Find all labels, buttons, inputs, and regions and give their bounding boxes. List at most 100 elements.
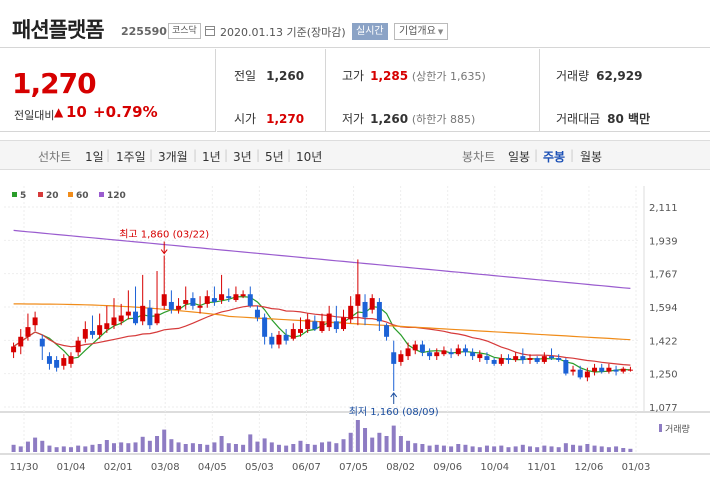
volume-bar: [83, 446, 88, 452]
stat-amount-label: 거래대금: [556, 112, 601, 126]
candle-body: [462, 348, 468, 353]
volume-bar: [334, 443, 339, 452]
realtime-button[interactable]: 실시간: [352, 23, 388, 40]
candle-body: [161, 294, 167, 306]
volume-bar: [233, 444, 238, 452]
legend-label: 5: [20, 191, 26, 201]
candle-body: [82, 329, 88, 339]
x-tick-label: 07/05: [339, 462, 368, 473]
candle-body: [613, 369, 619, 372]
volume-bar: [90, 444, 95, 452]
volume-bar: [312, 444, 317, 452]
candle-body: [97, 325, 103, 335]
period-separator: |: [256, 148, 261, 162]
volume-bar: [183, 444, 188, 452]
up-triangle-icon: ▲: [54, 105, 64, 119]
volume-bar: [499, 445, 504, 452]
candle-body: [197, 305, 203, 308]
company-overview-button[interactable]: 기업개요 ▼: [394, 23, 449, 40]
chart-annotations: 최고 1,860 (03/22) 최저 1,160 (08/09): [119, 229, 439, 418]
candle-body: [470, 352, 476, 357]
volume-bar: [542, 445, 547, 452]
volume-bar: [226, 443, 231, 452]
y-tick-label: 1,594: [649, 303, 678, 314]
candle-body: [355, 294, 361, 306]
y-tick-label: 1,939: [649, 236, 678, 247]
x-tick-label: 11/30: [10, 462, 39, 473]
candle-body: [620, 368, 626, 372]
stock-header: 패션플랫폼 225590 코스닥 2020.01.13 기준(장마감) 실시간 …: [0, 0, 710, 48]
min-price-arrow: [390, 392, 398, 404]
volume-bar: [549, 446, 554, 452]
candle-body: [276, 334, 282, 345]
volume-legend-label: 거래량: [665, 423, 690, 435]
candle-body: [326, 313, 332, 328]
volume-bar: [33, 437, 38, 452]
volume-bar: [391, 425, 396, 452]
volume-bar: [370, 437, 375, 452]
volume-bar: [248, 434, 253, 452]
candle-body: [549, 356, 555, 359]
volume-bar: [571, 444, 576, 452]
diff-value: 10: [66, 103, 87, 121]
period-1d[interactable]: 1일: [85, 150, 104, 164]
volume-bar: [162, 429, 167, 452]
period-3m[interactable]: 3개월: [158, 150, 188, 164]
volume-bar: [205, 444, 210, 452]
candle-body: [427, 352, 433, 357]
chart-axes: 2,111 1,939 1,767 1,594 1,422 1,250 1,077 11/30…: [10, 203, 678, 473]
volume-bar: [54, 447, 59, 452]
candle-body: [269, 336, 275, 345]
candle-body: [226, 296, 232, 299]
stats-divider: [539, 49, 540, 131]
x-tick-label: 03/08: [151, 462, 180, 473]
line-chart-label: 선차트: [38, 150, 72, 164]
stat-lower-limit: (하한가 885): [411, 113, 476, 126]
period-1y[interactable]: 1년: [202, 150, 221, 164]
candle-body: [520, 356, 526, 360]
candle-body: [204, 296, 210, 304]
volume-bar: [420, 444, 425, 452]
volume-bar: [535, 447, 540, 452]
candle-body: [498, 358, 504, 364]
volume-bar: [11, 444, 16, 452]
candle-daily[interactable]: 일봉: [508, 150, 531, 164]
volume-bar: [384, 436, 389, 452]
candle-body: [11, 346, 17, 353]
volume-bar: [513, 446, 518, 452]
candle-body: [362, 301, 368, 318]
candle-body: [125, 311, 131, 316]
stat-high: 고가 1,285 (상한가 1,635): [342, 67, 486, 84]
stat-amount: 거래대금 80 백만: [556, 110, 650, 127]
volume-bar: [614, 446, 619, 452]
candle-body: [577, 369, 583, 378]
x-tick-label: 09/06: [433, 462, 462, 473]
volume-bar: [449, 446, 454, 452]
y-tick-label: 1,767: [649, 270, 678, 281]
moving-average-lines: [13, 229, 631, 373]
max-price-arrow: [160, 241, 168, 255]
candle-body: [89, 330, 95, 335]
period-3y[interactable]: 3년: [233, 150, 252, 164]
volume-bar: [556, 447, 561, 452]
candle-body: [319, 321, 325, 331]
candle-body: [405, 348, 411, 357]
diff-percent: +0.79%: [93, 103, 158, 121]
volume-bar: [147, 440, 152, 452]
volume-bar: [276, 444, 281, 452]
candle-body: [104, 323, 110, 330]
volume-bar: [377, 432, 382, 452]
period-5y[interactable]: 5년: [265, 150, 284, 164]
candle-body: [312, 321, 318, 330]
candle-body: [484, 356, 490, 360]
legend-swatch: [38, 192, 43, 197]
volume-bar: [355, 420, 360, 452]
volume-bar: [155, 436, 160, 452]
candle-monthly[interactable]: 월봉: [580, 150, 603, 164]
candle-weekly[interactable]: 주봉: [543, 150, 566, 164]
period-1w[interactable]: 1주일: [116, 150, 146, 164]
chart-legend: 5 20 60 120 거래량: [12, 191, 690, 435]
volume-legend-swatch: [659, 424, 662, 432]
period-10y[interactable]: 10년: [296, 150, 323, 164]
volume-bar: [298, 440, 303, 452]
